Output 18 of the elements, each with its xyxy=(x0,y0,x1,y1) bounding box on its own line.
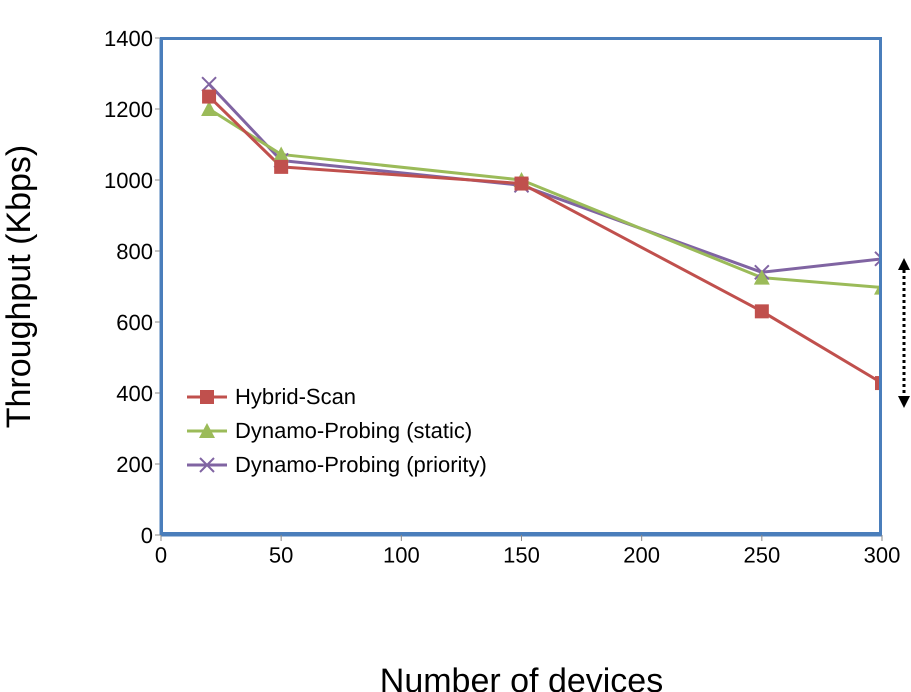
x-tick-label: 300 xyxy=(864,542,900,568)
legend-label: Hybrid-Scan xyxy=(235,383,356,411)
y-tick-label: 0 xyxy=(140,522,153,548)
y-tick-label: 1000 xyxy=(104,168,153,193)
legend-label: Dynamo-Probing (priority) xyxy=(235,451,487,479)
x-tick-label: 100 xyxy=(382,542,420,568)
x-tick-label: 200 xyxy=(623,542,660,568)
legend-label: Dynamo-Probing (static) xyxy=(235,417,472,445)
y-tick-label: 800 xyxy=(116,238,153,264)
x-tick-label: 150 xyxy=(503,542,540,568)
y-tick-label: 1400 xyxy=(104,26,153,51)
y-tick-label: 400 xyxy=(116,380,153,406)
y-tick-label: 600 xyxy=(116,310,153,335)
y-tick-label: 1200 xyxy=(104,96,153,122)
y-tick-label: 200 xyxy=(116,452,153,477)
x-tick-label: 250 xyxy=(743,542,780,568)
y-axis-title: Throughput (Kbps) xyxy=(0,144,38,428)
x-tick-label: 50 xyxy=(268,542,294,568)
